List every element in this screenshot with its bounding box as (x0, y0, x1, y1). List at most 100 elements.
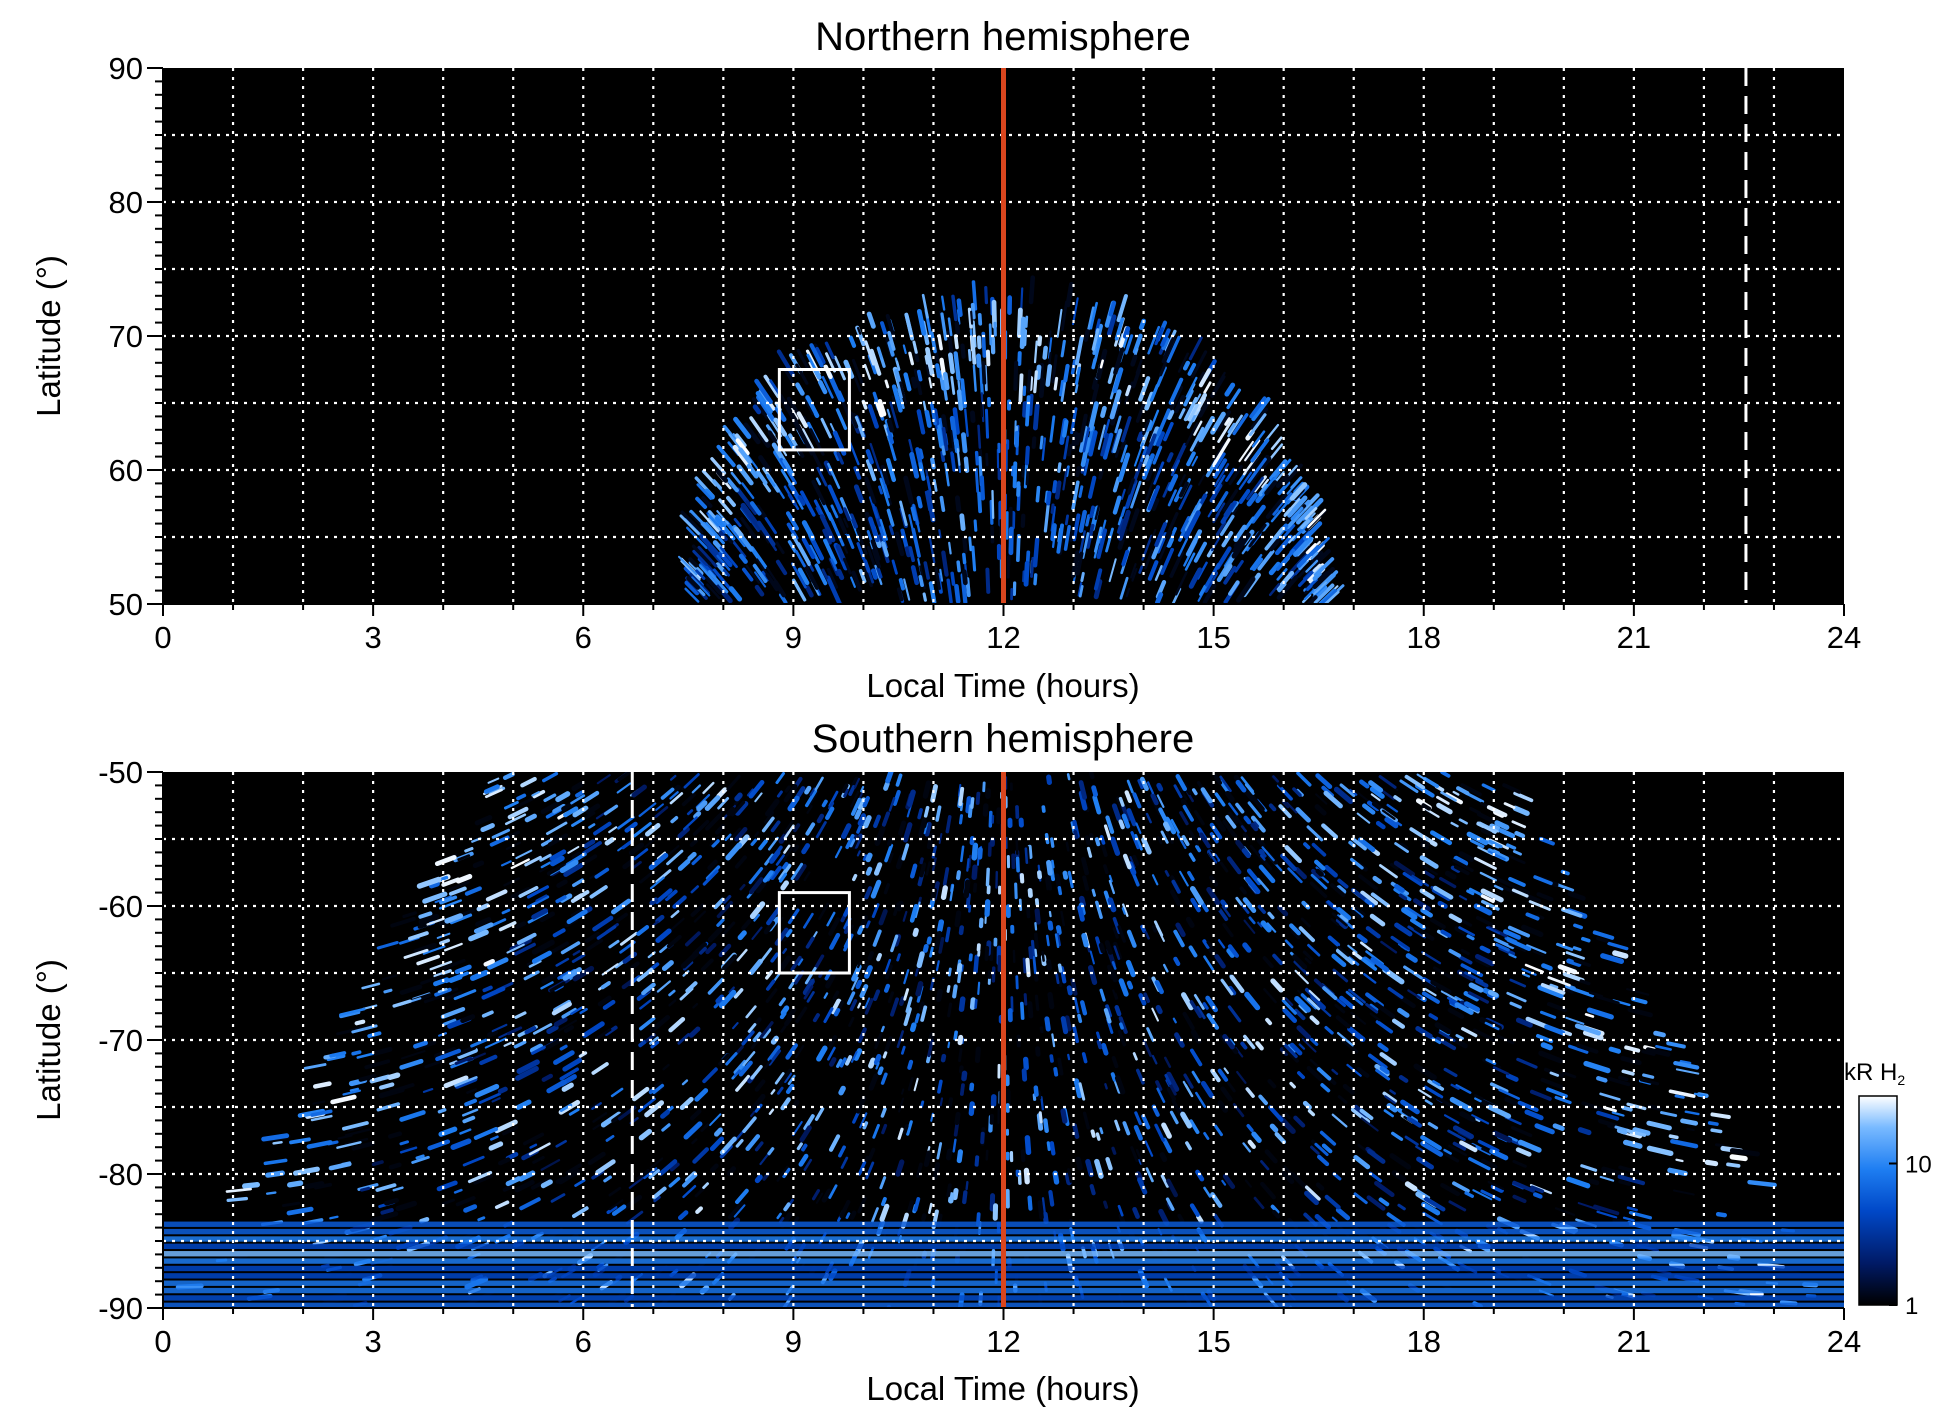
emission-streak (984, 408, 990, 439)
emission-streak (1098, 468, 1104, 480)
emission-streak (981, 361, 987, 385)
emission-streak (547, 833, 569, 847)
emission-streak (920, 1100, 925, 1108)
emission-streak (1055, 972, 1060, 985)
y-tick-label: 80 (109, 185, 143, 220)
emission-streak (1535, 914, 1545, 920)
emission-streak (739, 883, 746, 891)
emission-streak (797, 958, 804, 966)
emission-streak (1156, 782, 1164, 792)
emission-streak (1155, 431, 1165, 447)
emission-streak (1332, 968, 1349, 983)
emission-streak (1206, 886, 1221, 906)
emission-streak (806, 805, 813, 814)
emission-streak (399, 1146, 418, 1154)
emission-streak (1151, 497, 1160, 512)
emission-streak (566, 909, 588, 925)
emission-streak (543, 793, 557, 803)
emission-streak (1182, 804, 1194, 822)
emission-streak (1554, 1207, 1576, 1216)
emission-streak (809, 343, 824, 368)
emission-streak (1398, 842, 1409, 851)
emission-streak (855, 979, 863, 990)
emission-streak (339, 1010, 361, 1019)
emission-streak (652, 1186, 667, 1200)
emission-streak (1206, 548, 1214, 558)
emission-streak (1562, 971, 1585, 983)
emission-streak (1214, 491, 1229, 512)
emission-streak (1423, 1196, 1446, 1212)
emission-streak (1627, 1007, 1653, 1018)
emission-streak (1646, 1120, 1672, 1131)
emission-streak (1621, 1069, 1635, 1076)
emission-streak (1228, 802, 1239, 816)
emission-streak (1377, 1042, 1389, 1053)
emission-streak (282, 1201, 301, 1208)
emission-streak (702, 781, 715, 795)
emission-streak (716, 900, 733, 919)
emission-streak (801, 843, 811, 855)
emission-streak (390, 916, 416, 928)
emission-streak (864, 997, 871, 1009)
emission-streak (707, 570, 729, 594)
emission-streak (1481, 783, 1496, 792)
emission-streak (1420, 1135, 1442, 1151)
emission-streak (1203, 1186, 1212, 1198)
y-tick-label: -60 (98, 889, 143, 924)
emission-streak (1126, 808, 1137, 827)
emission-streak (1188, 852, 1196, 862)
emission-streak (1447, 1007, 1465, 1019)
emission-streak (853, 833, 863, 849)
emission-streak (1640, 1291, 1656, 1298)
emission-streak (682, 1184, 697, 1199)
emission-streak (666, 934, 682, 949)
emission-streak (974, 1046, 981, 1064)
emission-streak (1114, 1119, 1121, 1132)
emission-streak (1119, 1022, 1124, 1030)
emission-streak (524, 855, 542, 867)
emission-streak (1303, 842, 1311, 850)
emission-streak (754, 378, 773, 405)
emission-streak (1324, 1194, 1341, 1210)
emission-streak (565, 1163, 582, 1175)
emission-streak (953, 351, 961, 381)
emission-streak (529, 1043, 544, 1054)
emission-streak (842, 557, 852, 575)
emission-streak (958, 925, 965, 936)
emission-streak (666, 849, 684, 866)
emission-streak (928, 377, 933, 389)
emission-streak (898, 820, 907, 836)
emission-streak (1060, 380, 1067, 402)
emission-streak (539, 853, 552, 862)
emission-streak (885, 964, 893, 980)
emission-streak (654, 806, 669, 818)
emission-streak (1452, 1125, 1474, 1140)
x-tick-label: 9 (785, 620, 802, 655)
emission-streak (510, 858, 530, 870)
emission-streak (947, 1002, 953, 1018)
emission-streak (923, 1150, 932, 1168)
emission-streak (695, 1206, 703, 1214)
emission-streak (1432, 885, 1454, 900)
emission-streak (1054, 933, 1060, 949)
emission-streak (1554, 1095, 1572, 1105)
emission-streak (681, 1079, 689, 1086)
emission-streak (1257, 921, 1263, 928)
emission-streak (1511, 820, 1527, 829)
emission-streak (1144, 419, 1153, 433)
emission-streak (1378, 1197, 1390, 1207)
emission-streak (946, 985, 951, 993)
x-tick-label: 15 (1196, 620, 1230, 655)
x-axis-label-north: Local Time (hours) (866, 667, 1139, 704)
emission-streak (592, 1112, 608, 1123)
emission-streak (1423, 870, 1435, 879)
emission-streak (1118, 978, 1129, 997)
emission-streak (783, 1072, 792, 1083)
emission-streak (1284, 997, 1294, 1007)
emission-streak (1448, 1144, 1468, 1157)
emission-streak (707, 547, 726, 568)
emission-streak (1103, 864, 1109, 875)
emission-streak (1154, 1123, 1165, 1142)
emission-streak (716, 510, 729, 525)
emission-streak (1244, 783, 1255, 795)
